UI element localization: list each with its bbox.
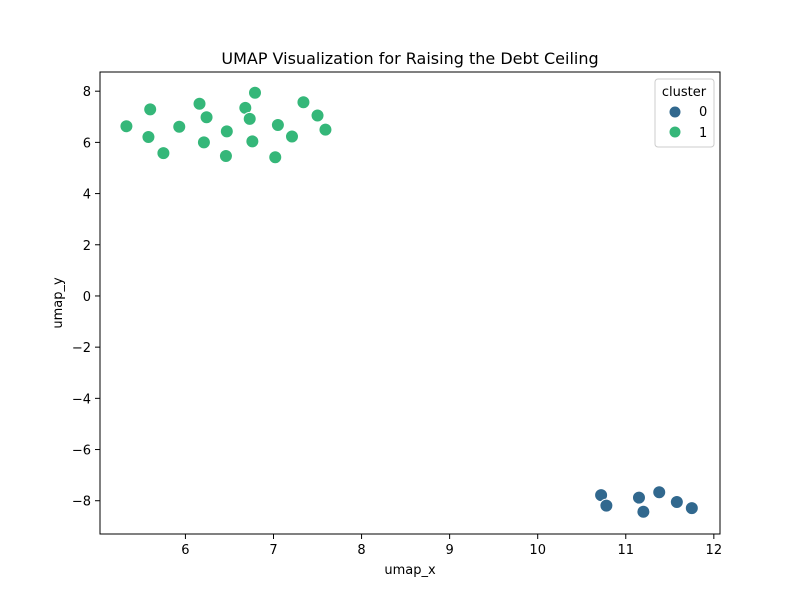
- legend-label-cluster-0: 0: [699, 105, 707, 120]
- legend-marker-cluster-1: [668, 125, 682, 139]
- point-cluster-1: [310, 108, 325, 123]
- point-cluster-1: [270, 117, 285, 132]
- legend: cluster 0 1: [654, 78, 715, 148]
- point-cluster-1: [242, 111, 257, 126]
- point-cluster-1: [248, 85, 262, 100]
- legend-label-cluster-1: 1: [699, 126, 707, 141]
- y-tick-label: 0: [83, 290, 91, 305]
- y-tick-label: 6: [83, 136, 91, 151]
- x-tick-label: 11: [617, 543, 634, 558]
- point-cluster-1: [296, 95, 311, 110]
- point-cluster-1: [245, 134, 260, 149]
- y-axis-label: umap_y: [51, 277, 66, 329]
- x-tick-label: 9: [445, 543, 453, 558]
- y-tick-label: −2: [72, 341, 91, 356]
- chart-title: UMAP Visualization for Raising the Debt …: [221, 49, 598, 68]
- point-cluster-1: [196, 135, 211, 150]
- data-points: [119, 85, 699, 519]
- x-tick-label: 10: [529, 543, 546, 558]
- point-cluster-1: [268, 150, 283, 165]
- point-cluster-0: [636, 504, 651, 519]
- point-cluster-0: [652, 485, 667, 500]
- x-tick-label: 8: [357, 543, 365, 558]
- point-cluster-1: [156, 146, 171, 161]
- x-tick-label: 6: [181, 543, 189, 558]
- axes-frame: [99, 71, 721, 535]
- point-cluster-0: [669, 495, 684, 510]
- x-axis-label: umap_x: [384, 563, 436, 578]
- y-tick-label: 8: [83, 85, 91, 100]
- y-tick-label: −8: [72, 495, 91, 510]
- point-cluster-0: [684, 501, 699, 516]
- legend-marker-cluster-0: [668, 105, 682, 119]
- y-tick-label: 4: [83, 188, 91, 203]
- x-tick-label: 7: [269, 543, 277, 558]
- axes-background: [100, 72, 720, 534]
- point-cluster-1: [219, 124, 234, 139]
- x-tick-label: 12: [706, 543, 723, 558]
- point-cluster-1: [143, 102, 158, 117]
- legend-title: cluster: [662, 85, 707, 100]
- point-cluster-1: [218, 148, 233, 163]
- point-cluster-0: [631, 490, 646, 505]
- point-cluster-1: [199, 110, 214, 125]
- point-cluster-1: [172, 119, 187, 134]
- point-cluster-1: [284, 129, 299, 144]
- point-cluster-1: [318, 122, 333, 137]
- y-tick-label: −6: [72, 444, 91, 459]
- y-tick-label: −4: [72, 392, 91, 407]
- point-cluster-1: [141, 130, 156, 145]
- point-cluster-0: [599, 498, 614, 513]
- y-tick-label: 2: [83, 239, 91, 254]
- point-cluster-1: [192, 96, 207, 111]
- point-cluster-1: [119, 119, 134, 134]
